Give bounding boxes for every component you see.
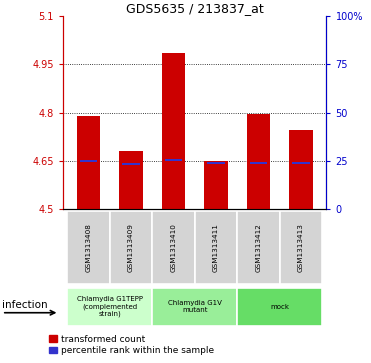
Bar: [122, 163, 140, 165]
Bar: [237, 211, 280, 284]
Text: infection: infection: [2, 300, 47, 310]
Bar: [195, 211, 237, 284]
Bar: [119, 151, 143, 209]
Bar: [162, 53, 185, 209]
Bar: [152, 287, 237, 326]
Bar: [165, 159, 182, 161]
Bar: [152, 211, 195, 284]
Bar: [292, 162, 310, 164]
Bar: [110, 211, 152, 284]
Title: GDS5635 / 213837_at: GDS5635 / 213837_at: [126, 2, 264, 15]
Bar: [247, 114, 270, 209]
Bar: [289, 130, 313, 209]
Bar: [204, 161, 228, 209]
Text: mock: mock: [270, 304, 289, 310]
Text: GSM1313409: GSM1313409: [128, 223, 134, 272]
Bar: [77, 116, 100, 209]
Text: GSM1313413: GSM1313413: [298, 223, 304, 272]
Bar: [67, 211, 110, 284]
Legend: transformed count, percentile rank within the sample: transformed count, percentile rank withi…: [49, 335, 214, 355]
Bar: [237, 287, 322, 326]
Bar: [80, 160, 97, 162]
Text: GSM1313411: GSM1313411: [213, 223, 219, 272]
Text: GSM1313412: GSM1313412: [256, 223, 262, 272]
Bar: [280, 211, 322, 284]
Text: GSM1313408: GSM1313408: [86, 223, 92, 272]
Bar: [250, 162, 267, 164]
Text: GSM1313410: GSM1313410: [171, 223, 177, 272]
Text: Chlamydia G1V
mutant: Chlamydia G1V mutant: [168, 300, 222, 313]
Text: Chlamydia G1TEPP
(complemented
strain): Chlamydia G1TEPP (complemented strain): [77, 296, 143, 317]
Bar: [207, 162, 225, 164]
Bar: [67, 287, 152, 326]
